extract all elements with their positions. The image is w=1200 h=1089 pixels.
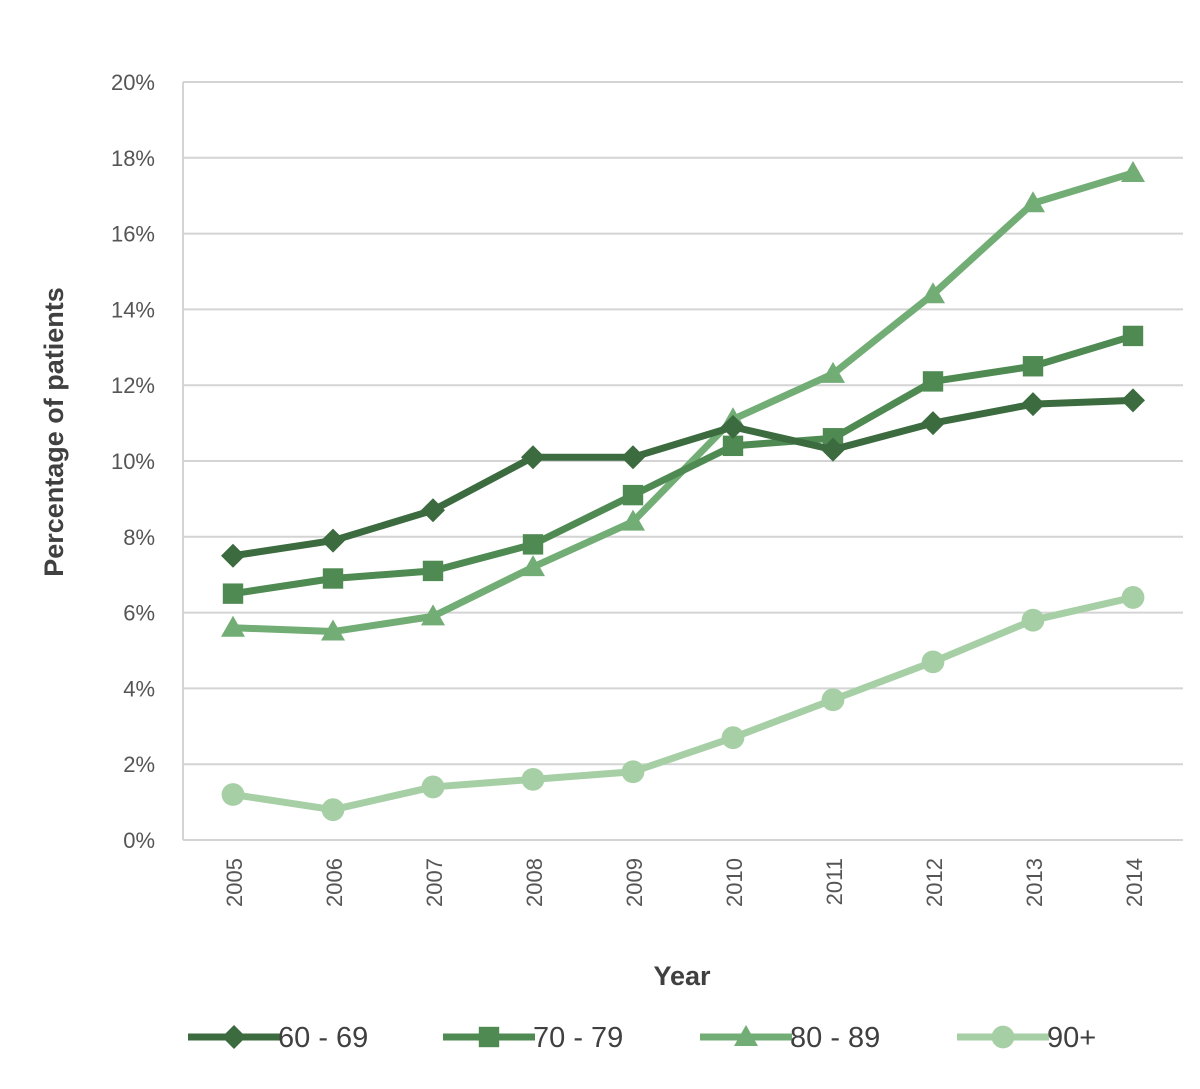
y-tick-label: 14% [111, 297, 155, 322]
y-tick-label: 6% [123, 601, 155, 626]
data-point [722, 435, 744, 457]
y-tick-label: 16% [111, 222, 155, 247]
y-tick-label: 8% [123, 525, 155, 550]
x-tick-label: 2010 [722, 858, 747, 907]
data-point [221, 543, 245, 568]
data-point [821, 437, 845, 462]
data-point [221, 615, 245, 637]
series-60-69 [221, 388, 1145, 568]
x-tick-label: 2006 [322, 858, 347, 907]
legend-marker [734, 1025, 758, 1046]
legend-label: 90+ [1047, 1022, 1096, 1054]
legend-item: 80 - 89 [700, 1022, 880, 1054]
series-70-79 [222, 325, 1144, 604]
data-point [1121, 388, 1145, 413]
y-axis-ticks: 0% 2% 4% 6% 8% 10% 12% 14% 16% 18% 20% [111, 70, 155, 853]
data-point [721, 414, 745, 439]
data-point [1021, 608, 1045, 632]
y-tick-label: 0% [123, 828, 155, 853]
data-point [321, 619, 345, 641]
data-point [521, 445, 545, 470]
x-tick-label: 2008 [522, 858, 547, 907]
data-point [222, 583, 244, 604]
data-point [221, 783, 245, 806]
data-point [921, 650, 945, 674]
data-point [621, 509, 645, 531]
legend: 60 - 69 70 - 79 80 - 89 90+ [188, 1022, 1096, 1054]
x-axis-ticks: 2005 2006 2007 2008 2009 2010 2011 2012 2013 2014 [222, 858, 1147, 907]
y-tick-label: 4% [123, 676, 155, 701]
data-point [622, 484, 644, 506]
legend-label: 70 - 79 [533, 1022, 623, 1054]
data-point [422, 560, 444, 582]
data-point [421, 498, 445, 523]
data-point [621, 760, 645, 784]
data-point [521, 767, 545, 791]
data-point [322, 568, 344, 589]
data-point [1121, 586, 1145, 609]
data-point [522, 534, 544, 555]
data-point [521, 555, 545, 577]
x-tick-label: 2005 [222, 858, 247, 907]
data-point [721, 726, 745, 750]
data-point [1122, 325, 1144, 347]
data-point [621, 445, 645, 470]
data-point [421, 604, 445, 626]
data-point [821, 361, 845, 383]
y-tick-label: 12% [111, 373, 155, 398]
legend-label: 60 - 69 [278, 1022, 368, 1054]
y-axis-title: Percentage of patients [39, 287, 69, 577]
data-point [321, 798, 345, 822]
data-point [922, 371, 944, 392]
series-lines [221, 160, 1145, 822]
x-tick-label: 2007 [422, 858, 447, 907]
x-axis-title: Year [653, 961, 711, 991]
data-point [1022, 356, 1044, 377]
legend-marker [222, 1025, 246, 1049]
y-tick-label: 20% [111, 70, 155, 95]
data-point [1021, 392, 1045, 417]
legend-marker [991, 1025, 1015, 1049]
x-tick-label: 2009 [622, 858, 647, 907]
series-90+ [221, 586, 1145, 822]
legend-item: 60 - 69 [188, 1022, 368, 1054]
data-point [821, 688, 845, 712]
legend-label: 80 - 89 [790, 1022, 880, 1054]
x-tick-label: 2012 [922, 858, 947, 907]
gridlines [182, 81, 1183, 841]
data-point [1121, 160, 1145, 182]
data-point [1021, 191, 1045, 213]
data-point [921, 411, 945, 436]
series-line [229, 169, 1137, 636]
series-line [229, 396, 1137, 560]
legend-item: 70 - 79 [443, 1022, 623, 1054]
data-point [421, 775, 445, 799]
data-point [921, 282, 945, 304]
x-tick-label: 2014 [1122, 858, 1147, 907]
x-tick-label: 2011 [822, 858, 847, 905]
data-point [321, 528, 345, 553]
series-line [229, 593, 1137, 814]
legend-item: 90+ [957, 1022, 1096, 1054]
y-tick-label: 18% [111, 146, 155, 171]
y-tick-label: 2% [123, 752, 155, 777]
x-tick-label: 2013 [1022, 858, 1047, 907]
legend-marker [478, 1026, 500, 1048]
y-tick-label: 10% [111, 449, 155, 474]
series-line [229, 332, 1137, 598]
